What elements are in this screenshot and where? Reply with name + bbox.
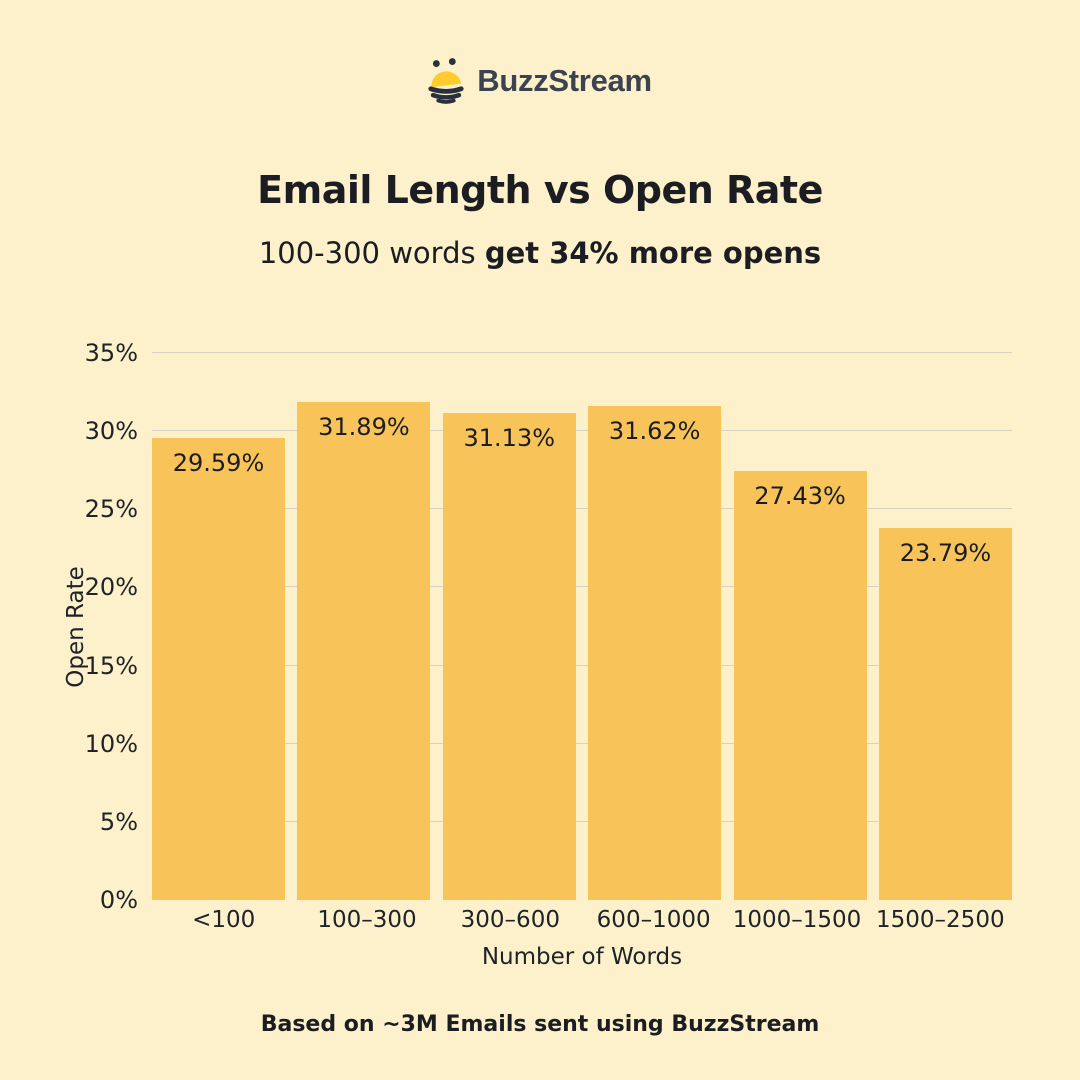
y-tick-label-15%: 15% — [84, 651, 138, 680]
x-tick-label-100–300: 100–300 — [317, 907, 417, 933]
x-tick-label-1500–2500: 1500–2500 — [876, 907, 1005, 933]
bar-value-label: 23.79% — [899, 539, 992, 568]
x-tick-label-300–600: 300–600 — [460, 907, 560, 933]
plot-area: 29.59% 31.89% 31.13% 31.62% 27.43% 23.79% — [152, 352, 1012, 900]
gridline-5 — [152, 820, 1012, 822]
bee-icon — [428, 58, 464, 104]
bar-100–300: 31.89% — [297, 401, 431, 900]
y-tick-label-20%: 20% — [84, 573, 138, 602]
y-tick-label-10%: 10% — [84, 729, 138, 758]
y-tick-label-5%: 5% — [99, 807, 138, 836]
bar-300–600: 31.13% — [442, 413, 576, 900]
subtitle-bold-text: get 34% more opens — [484, 236, 822, 270]
y-axis-ticks: 0% 5% 10% 15% 20% 25% 30% 35% — [0, 341, 138, 912]
brand-name: BuzzStream — [477, 63, 652, 98]
y-tick-label-25%: 25% — [84, 495, 138, 524]
bar-value-label: 29.59% — [172, 448, 265, 477]
bar-<100: 29.59% — [152, 437, 285, 900]
x-tick-label-600–1000: 600–1000 — [596, 907, 711, 933]
y-tick-label-0%: 0% — [99, 886, 138, 914]
gridline-10 — [152, 742, 1012, 744]
footer-note: Based on ~3M Emails sent using BuzzStrea… — [260, 1012, 820, 1037]
page-subtitle: 100-300 words get 34% more opens — [0, 236, 1080, 270]
page-title: Email Length vs Open Rate — [257, 168, 823, 212]
bar-value-label: 31.89% — [318, 412, 410, 441]
bars-group: 29.59% 31.89% 31.13% 31.62% 27.43% 23.79% — [152, 353, 1012, 900]
gridline-35 — [152, 352, 1012, 353]
bar-1500–2500: 23.79% — [878, 528, 1012, 900]
x-axis-ticks: <100 100–300 300–600 600–1000 1000–1500 1500–… — [152, 907, 1012, 933]
gridline-25 — [152, 508, 1012, 510]
bar-value-label: 31.62% — [608, 416, 701, 445]
y-tick-label-30%: 30% — [84, 417, 138, 446]
x-tick-label-<100: <100 — [192, 907, 256, 933]
x-tick-label-1000–1500: 1000–1500 — [732, 907, 862, 933]
brand-logo: BuzzStream — [0, 58, 1080, 104]
y-tick-label-35%: 35% — [84, 339, 138, 367]
gridline-15 — [152, 664, 1012, 666]
x-axis-title: Number of Words — [481, 944, 683, 970]
bar-1000–1500: 27.43% — [733, 471, 867, 900]
bar-600–1000: 31.62% — [588, 405, 722, 900]
gridline-20 — [152, 586, 1012, 588]
bar-value-label: 27.43% — [754, 482, 846, 511]
gridline-30 — [152, 430, 1012, 432]
bar-value-label: 31.13% — [463, 424, 556, 453]
subtitle-regular-text: 100-300 words — [258, 236, 485, 270]
